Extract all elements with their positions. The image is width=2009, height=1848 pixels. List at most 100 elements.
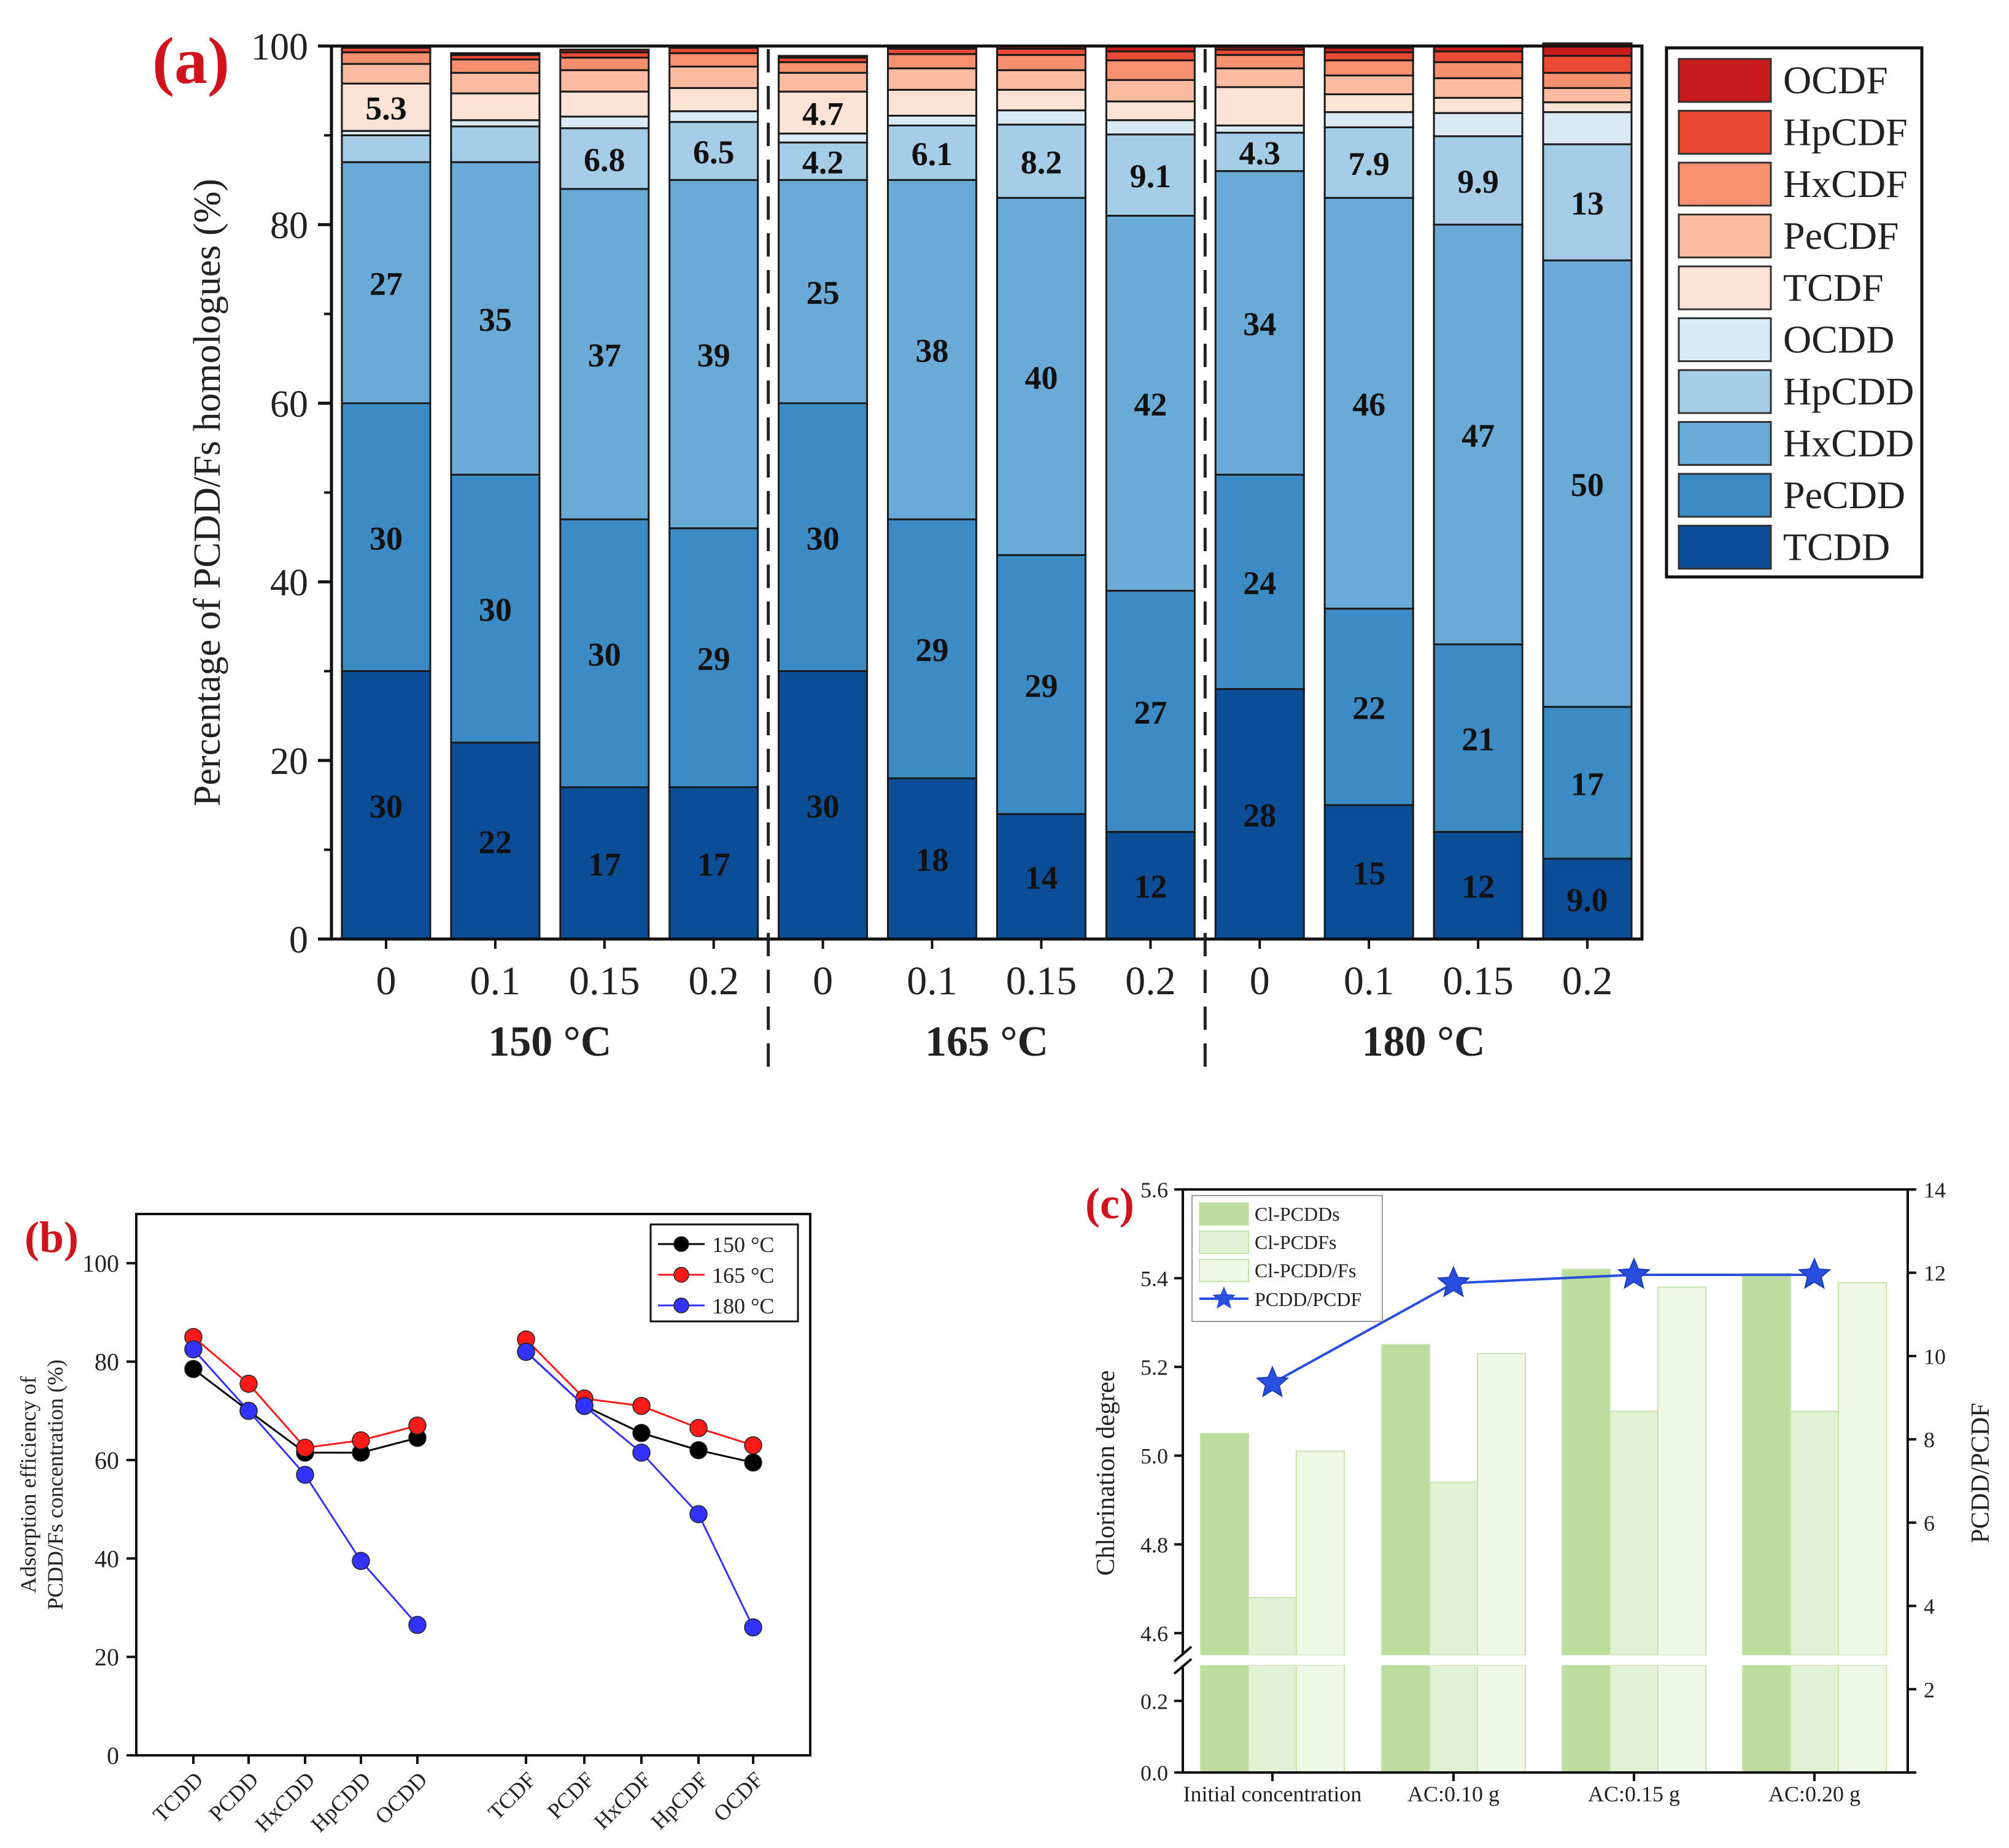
- data-label-hpcdd-3: 6.5: [693, 134, 735, 171]
- bar-hpcdf-9: [1323, 51, 1414, 61]
- y2-tick-label-c-4: 4: [1924, 1595, 1935, 1619]
- bar-hxcdf-11: [1542, 72, 1633, 89]
- bar-tcdf-6: [996, 88, 1086, 112]
- bar-hxcdf-6: [996, 54, 1086, 71]
- point-180-c-1: [239, 1401, 258, 1420]
- bar-hpcdd-1: [450, 125, 541, 163]
- break-mark-2: [1173, 1658, 1193, 1675]
- bar-ocdd-9: [1323, 111, 1414, 128]
- data-label-tcdd-11: 9.0: [1566, 882, 1608, 919]
- bar-tcdd-0: [341, 670, 432, 940]
- bar-tcdf-0: [341, 82, 432, 132]
- point-pcdd-pcdf-2: [1617, 1257, 1651, 1289]
- y-axis-title-b-line1: Adsorption efficiency of: [16, 1376, 41, 1593]
- data-label-tcdd-4: 30: [807, 788, 840, 825]
- y2-tick-label-c-8: 8: [1924, 1428, 1935, 1452]
- bar-pecdf-4: [778, 72, 869, 93]
- x-tick-label-a-4: 0: [813, 959, 833, 1003]
- bar-pecdf-2: [559, 69, 650, 93]
- bar-upper-cl-pcdds-0: [1200, 1432, 1249, 1657]
- series-line-pcdd-pcdf: [1272, 1274, 1814, 1385]
- legend-marker-pcdd-pcdf: [1212, 1286, 1236, 1309]
- point-pcdd-pcdf-3: [1797, 1257, 1832, 1289]
- bar-hxcdd-7: [1105, 214, 1196, 592]
- data-label-pecdd-1: 30: [479, 592, 512, 628]
- point-180-c-5: [517, 1342, 535, 1361]
- data-label-hxcdd-5: 38: [916, 333, 949, 369]
- point-180-c-7: [632, 1444, 651, 1462]
- bar-pecdd-5: [887, 518, 978, 779]
- panel-c-label: (c): [1085, 1179, 1134, 1228]
- legend-marker-150-c: [673, 1236, 689, 1252]
- y-tick-label-c-5.6: 5.6: [1140, 1178, 1168, 1202]
- y2-tick-label-c-6: 6: [1924, 1511, 1935, 1536]
- y-tick-label-a-0: 0: [289, 919, 308, 961]
- data-label-pecdd-7: 27: [1134, 694, 1167, 731]
- data-label-pecdd-0: 30: [370, 520, 403, 557]
- legend-label-hpcdf: HpCDF: [1783, 110, 1908, 154]
- bar-hpcdd-2: [559, 127, 650, 190]
- bar-hxcdd-11: [1542, 259, 1633, 708]
- series-line-165-c-0: [193, 1336, 418, 1449]
- bar-hxcdd-10: [1433, 223, 1523, 646]
- legend-label-ocdd: OCDD: [1783, 318, 1894, 361]
- data-label-tcdd-0: 30: [370, 788, 403, 825]
- legend-label-pecdf: PeCDF: [1783, 214, 1899, 258]
- bar-tcdf-2: [559, 90, 650, 118]
- data-label-pecdd-4: 30: [807, 520, 840, 557]
- bar-upper-cl-pcdd-fs-0: [1296, 1450, 1345, 1656]
- point-165-c-1: [239, 1374, 258, 1393]
- bar-ocdd-5: [887, 114, 978, 126]
- panel-a-label: (a): [152, 25, 230, 98]
- data-label-pecdd-8: 24: [1243, 565, 1276, 601]
- x-tick-label-c-1: AC:0.10 g: [1407, 1782, 1500, 1806]
- x-tick-label-b-ocdd-4: OCDD: [370, 1767, 432, 1828]
- x-tick-label-a-1: 0.1: [470, 959, 521, 1003]
- bar-pecdd-2: [559, 518, 650, 789]
- bar-lower-cl-pcdd-fs-0: [1296, 1664, 1345, 1773]
- legend-label-hxcdd: HxCDD: [1783, 422, 1914, 465]
- legend-swatch-tcdd: [1678, 525, 1772, 570]
- legend-swatch-hxcdd: [1678, 421, 1772, 466]
- data-label-pecdd-3: 29: [697, 641, 730, 678]
- point-pcdd-pcdf-1: [1436, 1266, 1471, 1297]
- point-180-c-0: [184, 1340, 203, 1359]
- bar-hpcdd-9: [1323, 126, 1414, 199]
- data-label-hpcdd-5: 6.1: [912, 136, 953, 172]
- bar-ocdf-9: [1323, 47, 1414, 53]
- bar-pecdd-8: [1214, 473, 1305, 690]
- legend-label-cl-pcdds: Cl-PCDDs: [1255, 1203, 1340, 1225]
- bar-lower-cl-pcdds-3: [1742, 1664, 1791, 1773]
- data-label-hpcdd-7: 9.1: [1130, 158, 1172, 195]
- point-165-c-2: [296, 1439, 314, 1457]
- y-tick-label-a-20: 20: [270, 741, 308, 783]
- bar-pecdf-7: [1105, 79, 1196, 102]
- x-tick-label-a-10: 0.15: [1442, 959, 1514, 1003]
- break-mark-1: [1173, 1645, 1193, 1663]
- bar-hxcdd-9: [1323, 196, 1414, 610]
- bar-hxcdf-7: [1105, 59, 1196, 81]
- data-label-tcdd-7: 12: [1134, 868, 1167, 905]
- data-label-tcdd-5: 18: [916, 841, 949, 878]
- legend-swatch-cl-pcdfs: [1199, 1231, 1249, 1254]
- bar-ocdd-7: [1105, 119, 1196, 136]
- bar-ocdd-6: [996, 109, 1086, 126]
- point-180-c-6: [575, 1396, 594, 1415]
- data-label-pecdd-2: 30: [588, 636, 621, 673]
- legend-swatch-hpcdf: [1678, 110, 1772, 155]
- y-axis-title-c: Chlorination degree: [1092, 1371, 1120, 1576]
- bar-pecdd-11: [1542, 706, 1633, 860]
- bar-tcdd-9: [1323, 804, 1414, 940]
- bar-ocdd-10: [1433, 112, 1523, 137]
- y-tick-label-c-4.6: 4.6: [1140, 1622, 1168, 1646]
- bar-ocdf-4: [778, 55, 869, 59]
- bar-tcdf-1: [450, 92, 541, 122]
- legend-label-150-c: 150 °C: [712, 1232, 774, 1257]
- legend-label-cl-pcdfs: Cl-PCDFs: [1255, 1231, 1336, 1253]
- legend-swatch-hxcdf: [1678, 161, 1772, 207]
- x-tick-label-b-hpcdf-8: HpCDF: [646, 1767, 713, 1834]
- bar-hxcdf-4: [778, 61, 869, 74]
- bar-ocdd-8: [1214, 124, 1305, 134]
- legend-swatch-pecdf: [1678, 214, 1772, 258]
- data-label-tcdf-0: 5.3: [365, 90, 407, 127]
